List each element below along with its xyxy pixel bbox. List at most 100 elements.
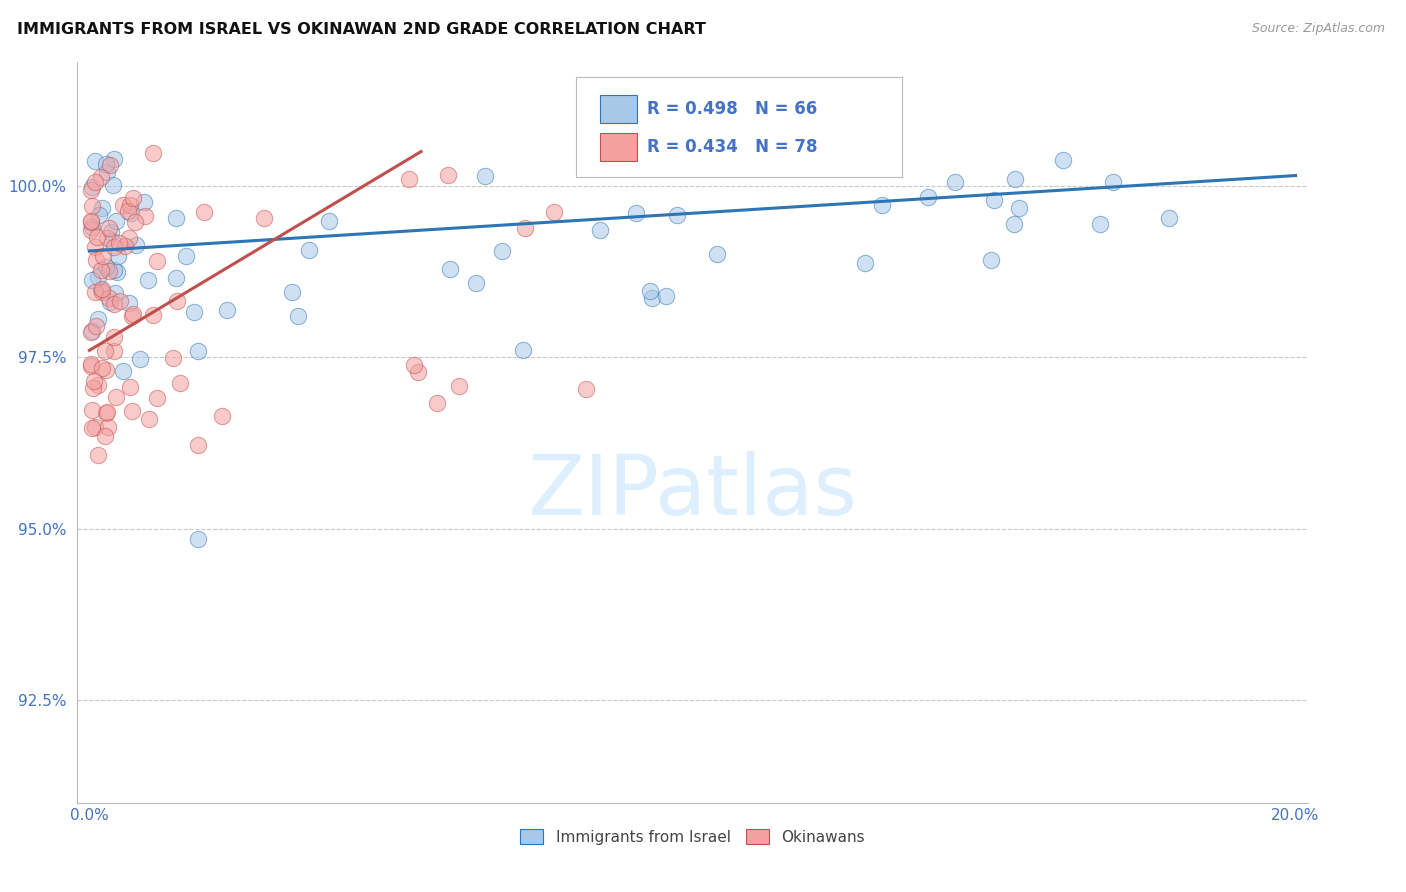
Point xyxy=(87,377,110,392)
Point xyxy=(80,199,103,213)
Point xyxy=(165,271,187,285)
Point xyxy=(872,198,894,212)
Point xyxy=(121,310,143,324)
Point xyxy=(136,273,159,287)
Point xyxy=(398,172,420,186)
Text: ZIPatlas: ZIPatlas xyxy=(527,451,858,533)
Point xyxy=(80,213,103,227)
Point xyxy=(103,330,125,344)
Point xyxy=(90,202,112,216)
Point xyxy=(169,376,191,391)
Point xyxy=(94,406,117,420)
Point xyxy=(103,153,125,167)
Point xyxy=(983,193,1005,207)
Point xyxy=(82,180,104,194)
Point xyxy=(125,238,148,252)
Point xyxy=(96,156,118,170)
Text: R = 0.434   N = 78: R = 0.434 N = 78 xyxy=(647,138,817,156)
Point xyxy=(97,263,120,277)
Point xyxy=(118,231,141,245)
Point xyxy=(589,222,612,236)
Point xyxy=(281,285,304,300)
Point xyxy=(117,204,139,219)
Point xyxy=(84,285,107,299)
Point xyxy=(108,293,131,308)
Point xyxy=(120,206,142,220)
Point xyxy=(1102,175,1125,189)
Point xyxy=(145,254,167,268)
Point xyxy=(103,263,125,277)
Point xyxy=(101,234,124,248)
Point xyxy=(165,211,187,226)
Point xyxy=(439,261,461,276)
Point xyxy=(447,378,470,392)
Point xyxy=(98,295,121,310)
Point xyxy=(406,365,429,379)
Point xyxy=(93,429,115,443)
Point xyxy=(103,286,125,301)
Point xyxy=(83,374,105,388)
Point xyxy=(79,359,101,374)
Point xyxy=(82,219,104,234)
Point xyxy=(404,359,426,373)
Point xyxy=(94,260,117,275)
Point xyxy=(624,206,647,220)
Point xyxy=(853,256,876,270)
Point xyxy=(252,211,274,226)
Point xyxy=(217,303,239,318)
Point xyxy=(111,363,134,377)
Point xyxy=(1007,201,1029,215)
Text: IMMIGRANTS FROM ISRAEL VS OKINAWAN 2ND GRADE CORRELATION CHART: IMMIGRANTS FROM ISRAEL VS OKINAWAN 2ND G… xyxy=(17,22,706,37)
Point xyxy=(641,291,664,305)
Point xyxy=(97,420,120,434)
Point xyxy=(83,175,105,189)
Point xyxy=(79,357,101,371)
Point xyxy=(183,305,205,319)
Point xyxy=(105,264,128,278)
Point xyxy=(512,343,534,358)
Point xyxy=(108,235,131,250)
Point xyxy=(80,402,103,417)
Point xyxy=(91,282,114,296)
Point xyxy=(943,175,966,189)
Point xyxy=(87,270,110,285)
Point xyxy=(101,178,124,192)
FancyBboxPatch shape xyxy=(600,133,637,161)
Point xyxy=(97,221,120,235)
Point xyxy=(94,362,117,376)
Point xyxy=(124,215,146,229)
Point xyxy=(1002,217,1025,231)
Point xyxy=(79,215,101,229)
Point xyxy=(96,165,118,179)
Point xyxy=(187,343,209,358)
Point xyxy=(100,225,122,239)
Point xyxy=(103,240,125,254)
Point xyxy=(491,244,513,258)
Point xyxy=(162,351,184,365)
Point xyxy=(82,381,104,395)
Point xyxy=(87,448,110,462)
Point xyxy=(638,284,661,298)
Point xyxy=(103,296,125,310)
Point xyxy=(107,249,129,263)
Point xyxy=(87,208,110,222)
Point xyxy=(86,312,108,326)
Point xyxy=(706,247,728,261)
Point xyxy=(138,412,160,426)
Point xyxy=(142,308,165,322)
Point xyxy=(90,263,112,277)
Point xyxy=(1052,153,1074,167)
Point xyxy=(1159,211,1181,225)
Point xyxy=(94,343,117,358)
Point xyxy=(193,205,215,219)
Point xyxy=(287,310,309,324)
Point xyxy=(298,243,321,257)
Point xyxy=(174,249,197,263)
Point xyxy=(90,283,112,297)
Point xyxy=(211,409,233,424)
Point xyxy=(114,239,136,253)
Point xyxy=(655,288,678,302)
Point xyxy=(84,240,107,254)
Point xyxy=(91,360,114,375)
Point xyxy=(318,213,340,227)
